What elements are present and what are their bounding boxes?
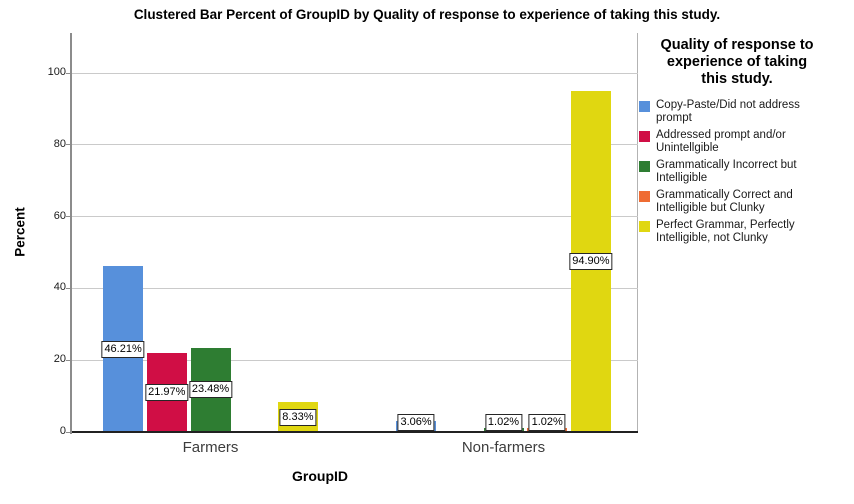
bar-value-label: 21.97% [145, 384, 189, 402]
legend-item: Grammatically Incorrect but Intelligible [639, 159, 844, 185]
bar-value-label: 46.21% [101, 340, 145, 358]
gridline [72, 287, 638, 289]
chart-title: Clustered Bar Percent of GroupID by Qual… [133, 7, 721, 22]
y-tick-mark [66, 216, 70, 218]
x-category-label: Farmers [182, 439, 239, 456]
legend-item-label: Grammatically Incorrect but Intelligible [656, 159, 797, 184]
legend-swatch [639, 191, 650, 202]
gridline [72, 72, 638, 74]
legend-item: Grammatically Correct and Intelligible bu… [639, 189, 844, 215]
legend-swatch [639, 221, 650, 232]
legend-item-label: Perfect Grammar, Perfectly Intelligible, … [656, 219, 795, 244]
legend-swatch [639, 161, 650, 172]
legend: Quality of response to experience of taki… [630, 37, 844, 249]
x-category-label: Non-farmers [461, 439, 546, 456]
y-tick-mark [66, 72, 70, 74]
y-tick-label: 60 [53, 209, 66, 222]
bar-value-label: 3.06% [397, 413, 435, 431]
bar-value-label: 1.02% [528, 413, 566, 431]
bar-value-label: 23.48% [188, 381, 233, 399]
y-tick-label: 40 [53, 281, 66, 294]
plot-area: 46.21% 3.06% 21.97% 23.48% 1.02% 1.02% 8.33% 94… [66, 33, 638, 434]
x-axis-title: GroupID [292, 468, 348, 484]
legend-item-label: Copy-Paste/Did not address prompt [656, 99, 800, 124]
legend-swatch [639, 131, 650, 142]
legend-item: Addressed prompt and/or Unintellgible [639, 129, 844, 155]
y-tick-label: 20 [53, 353, 66, 366]
legend-items: Copy-Paste/Did not address prompt Addresse… [630, 99, 844, 245]
bar-value-label: 8.33% [279, 408, 317, 426]
plot-right-border [637, 33, 638, 432]
x-axis-line [72, 431, 638, 433]
gridline [72, 359, 638, 361]
y-axis-line [70, 33, 72, 434]
bar-value-label: 94.90% [569, 253, 613, 271]
y-tick-mark [66, 431, 70, 433]
y-tick-mark [66, 144, 70, 146]
bar-value-label: 1.02% [484, 413, 523, 431]
gridline [72, 144, 638, 146]
y-tick-label: 0 [59, 425, 66, 437]
y-tick-mark [66, 287, 70, 289]
legend-swatch [639, 101, 650, 112]
legend-item-label: Addressed prompt and/or Unintellgible [656, 129, 786, 154]
gridline [72, 216, 638, 218]
y-tick-mark [66, 359, 70, 361]
legend-item-label: Grammatically Correct and Intelligible bu… [656, 189, 793, 214]
legend-title: Quality of response to experience of taki… [660, 37, 814, 87]
y-tick-label: 100 [47, 66, 66, 78]
legend-item: Perfect Grammar, Perfectly Intelligible, … [639, 219, 844, 245]
legend-item: Copy-Paste/Did not address prompt [639, 99, 844, 125]
y-tick-label: 80 [53, 137, 66, 150]
